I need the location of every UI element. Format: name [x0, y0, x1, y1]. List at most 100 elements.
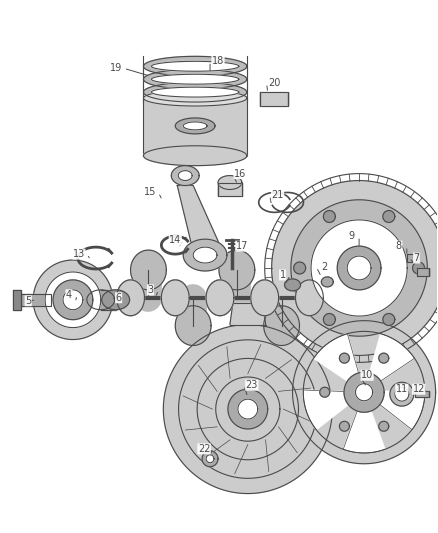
Polygon shape [63, 290, 83, 310]
Polygon shape [218, 182, 242, 197]
Polygon shape [343, 411, 385, 453]
Polygon shape [323, 313, 336, 326]
Polygon shape [218, 175, 242, 190]
Polygon shape [45, 272, 101, 328]
Text: 3: 3 [147, 285, 153, 295]
Polygon shape [294, 262, 306, 274]
Polygon shape [161, 280, 189, 316]
Polygon shape [175, 306, 211, 345]
Polygon shape [383, 211, 395, 222]
Polygon shape [339, 353, 350, 363]
Text: 7: 7 [413, 253, 420, 263]
Polygon shape [177, 185, 219, 243]
Polygon shape [413, 262, 424, 274]
Polygon shape [178, 171, 192, 181]
Polygon shape [337, 246, 381, 290]
Polygon shape [202, 451, 218, 467]
Text: 17: 17 [236, 241, 248, 251]
Polygon shape [303, 390, 348, 430]
Text: 8: 8 [396, 241, 402, 251]
Polygon shape [131, 250, 166, 290]
Polygon shape [399, 387, 408, 397]
Polygon shape [379, 421, 389, 431]
Polygon shape [101, 290, 116, 310]
Polygon shape [183, 239, 227, 271]
Polygon shape [206, 280, 234, 316]
Polygon shape [219, 250, 255, 290]
Polygon shape [285, 279, 300, 291]
Polygon shape [102, 290, 130, 310]
Text: 21: 21 [272, 190, 284, 200]
Polygon shape [383, 313, 395, 326]
Text: 11: 11 [396, 384, 408, 394]
Polygon shape [314, 334, 359, 381]
Text: 22: 22 [198, 444, 210, 454]
Polygon shape [144, 69, 247, 89]
Polygon shape [144, 82, 247, 102]
Text: 14: 14 [169, 235, 181, 245]
Polygon shape [311, 220, 407, 316]
Polygon shape [370, 334, 414, 381]
Polygon shape [390, 382, 414, 406]
Polygon shape [144, 90, 247, 106]
Text: 18: 18 [212, 56, 224, 66]
Text: 16: 16 [234, 168, 246, 179]
Polygon shape [13, 290, 21, 310]
Polygon shape [321, 277, 333, 287]
Polygon shape [293, 321, 436, 464]
Text: 2: 2 [321, 262, 328, 272]
Polygon shape [395, 387, 409, 401]
Polygon shape [117, 280, 145, 316]
Polygon shape [228, 389, 268, 429]
Polygon shape [238, 399, 258, 419]
Polygon shape [415, 391, 429, 397]
Text: 9: 9 [348, 231, 354, 241]
Polygon shape [344, 372, 384, 412]
Polygon shape [171, 166, 199, 185]
Polygon shape [356, 384, 373, 401]
Polygon shape [144, 146, 247, 166]
Text: 10: 10 [361, 370, 373, 381]
Text: 23: 23 [246, 380, 258, 390]
Polygon shape [33, 260, 113, 340]
Polygon shape [206, 455, 214, 463]
Polygon shape [251, 280, 279, 316]
Polygon shape [163, 325, 332, 494]
Polygon shape [152, 61, 239, 71]
Polygon shape [296, 280, 323, 316]
Polygon shape [320, 387, 330, 397]
Polygon shape [144, 98, 247, 156]
Polygon shape [260, 92, 288, 106]
Polygon shape [161, 280, 189, 316]
Polygon shape [175, 118, 215, 134]
Polygon shape [53, 280, 93, 320]
Text: 4: 4 [66, 290, 72, 300]
Text: 6: 6 [116, 293, 122, 303]
Polygon shape [380, 390, 425, 430]
Polygon shape [193, 247, 217, 263]
Polygon shape [183, 122, 207, 130]
Polygon shape [323, 211, 336, 222]
Polygon shape [144, 56, 247, 76]
Text: 12: 12 [413, 384, 425, 394]
Polygon shape [117, 280, 145, 316]
Polygon shape [417, 268, 429, 276]
Polygon shape [87, 290, 115, 310]
Polygon shape [379, 353, 389, 363]
Text: 5: 5 [25, 296, 32, 306]
Polygon shape [407, 254, 419, 262]
Text: 20: 20 [268, 78, 281, 88]
Polygon shape [339, 421, 350, 431]
Polygon shape [291, 200, 427, 336]
Polygon shape [152, 74, 239, 84]
Polygon shape [264, 306, 300, 345]
Text: 15: 15 [144, 188, 157, 197]
Polygon shape [152, 87, 239, 97]
Polygon shape [21, 294, 51, 306]
Polygon shape [296, 280, 323, 316]
Polygon shape [251, 280, 279, 316]
Polygon shape [230, 303, 266, 325]
Polygon shape [347, 256, 371, 280]
Text: 13: 13 [73, 249, 85, 259]
Text: 19: 19 [110, 63, 122, 73]
